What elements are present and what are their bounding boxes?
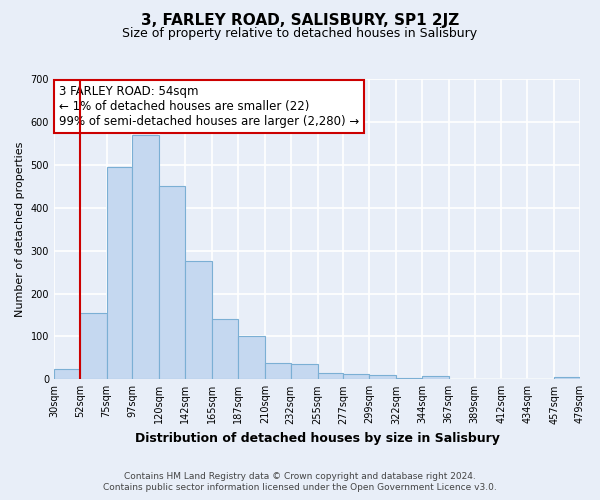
Bar <box>317 373 343 380</box>
Bar <box>54 368 80 380</box>
Bar <box>80 313 107 380</box>
Text: Contains public sector information licensed under the Open Government Licence v3: Contains public sector information licen… <box>103 484 497 492</box>
Bar <box>422 376 449 380</box>
Bar <box>160 186 185 380</box>
Bar <box>212 319 238 380</box>
Y-axis label: Number of detached properties: Number of detached properties <box>15 142 25 317</box>
Bar <box>265 364 290 380</box>
X-axis label: Distribution of detached houses by size in Salisbury: Distribution of detached houses by size … <box>134 432 499 445</box>
Bar <box>107 167 133 380</box>
Text: 3 FARLEY ROAD: 54sqm
← 1% of detached houses are smaller (22)
99% of semi-detach: 3 FARLEY ROAD: 54sqm ← 1% of detached ho… <box>59 85 359 128</box>
Text: 3, FARLEY ROAD, SALISBURY, SP1 2JZ: 3, FARLEY ROAD, SALISBURY, SP1 2JZ <box>141 12 459 28</box>
Bar <box>396 378 422 380</box>
Bar <box>133 135 160 380</box>
Bar <box>290 364 317 380</box>
Bar <box>343 374 369 380</box>
Bar <box>369 375 396 380</box>
Bar <box>185 262 212 380</box>
Bar <box>238 336 265 380</box>
Text: Contains HM Land Registry data © Crown copyright and database right 2024.: Contains HM Land Registry data © Crown c… <box>124 472 476 481</box>
Bar <box>554 377 580 380</box>
Text: Size of property relative to detached houses in Salisbury: Size of property relative to detached ho… <box>122 28 478 40</box>
